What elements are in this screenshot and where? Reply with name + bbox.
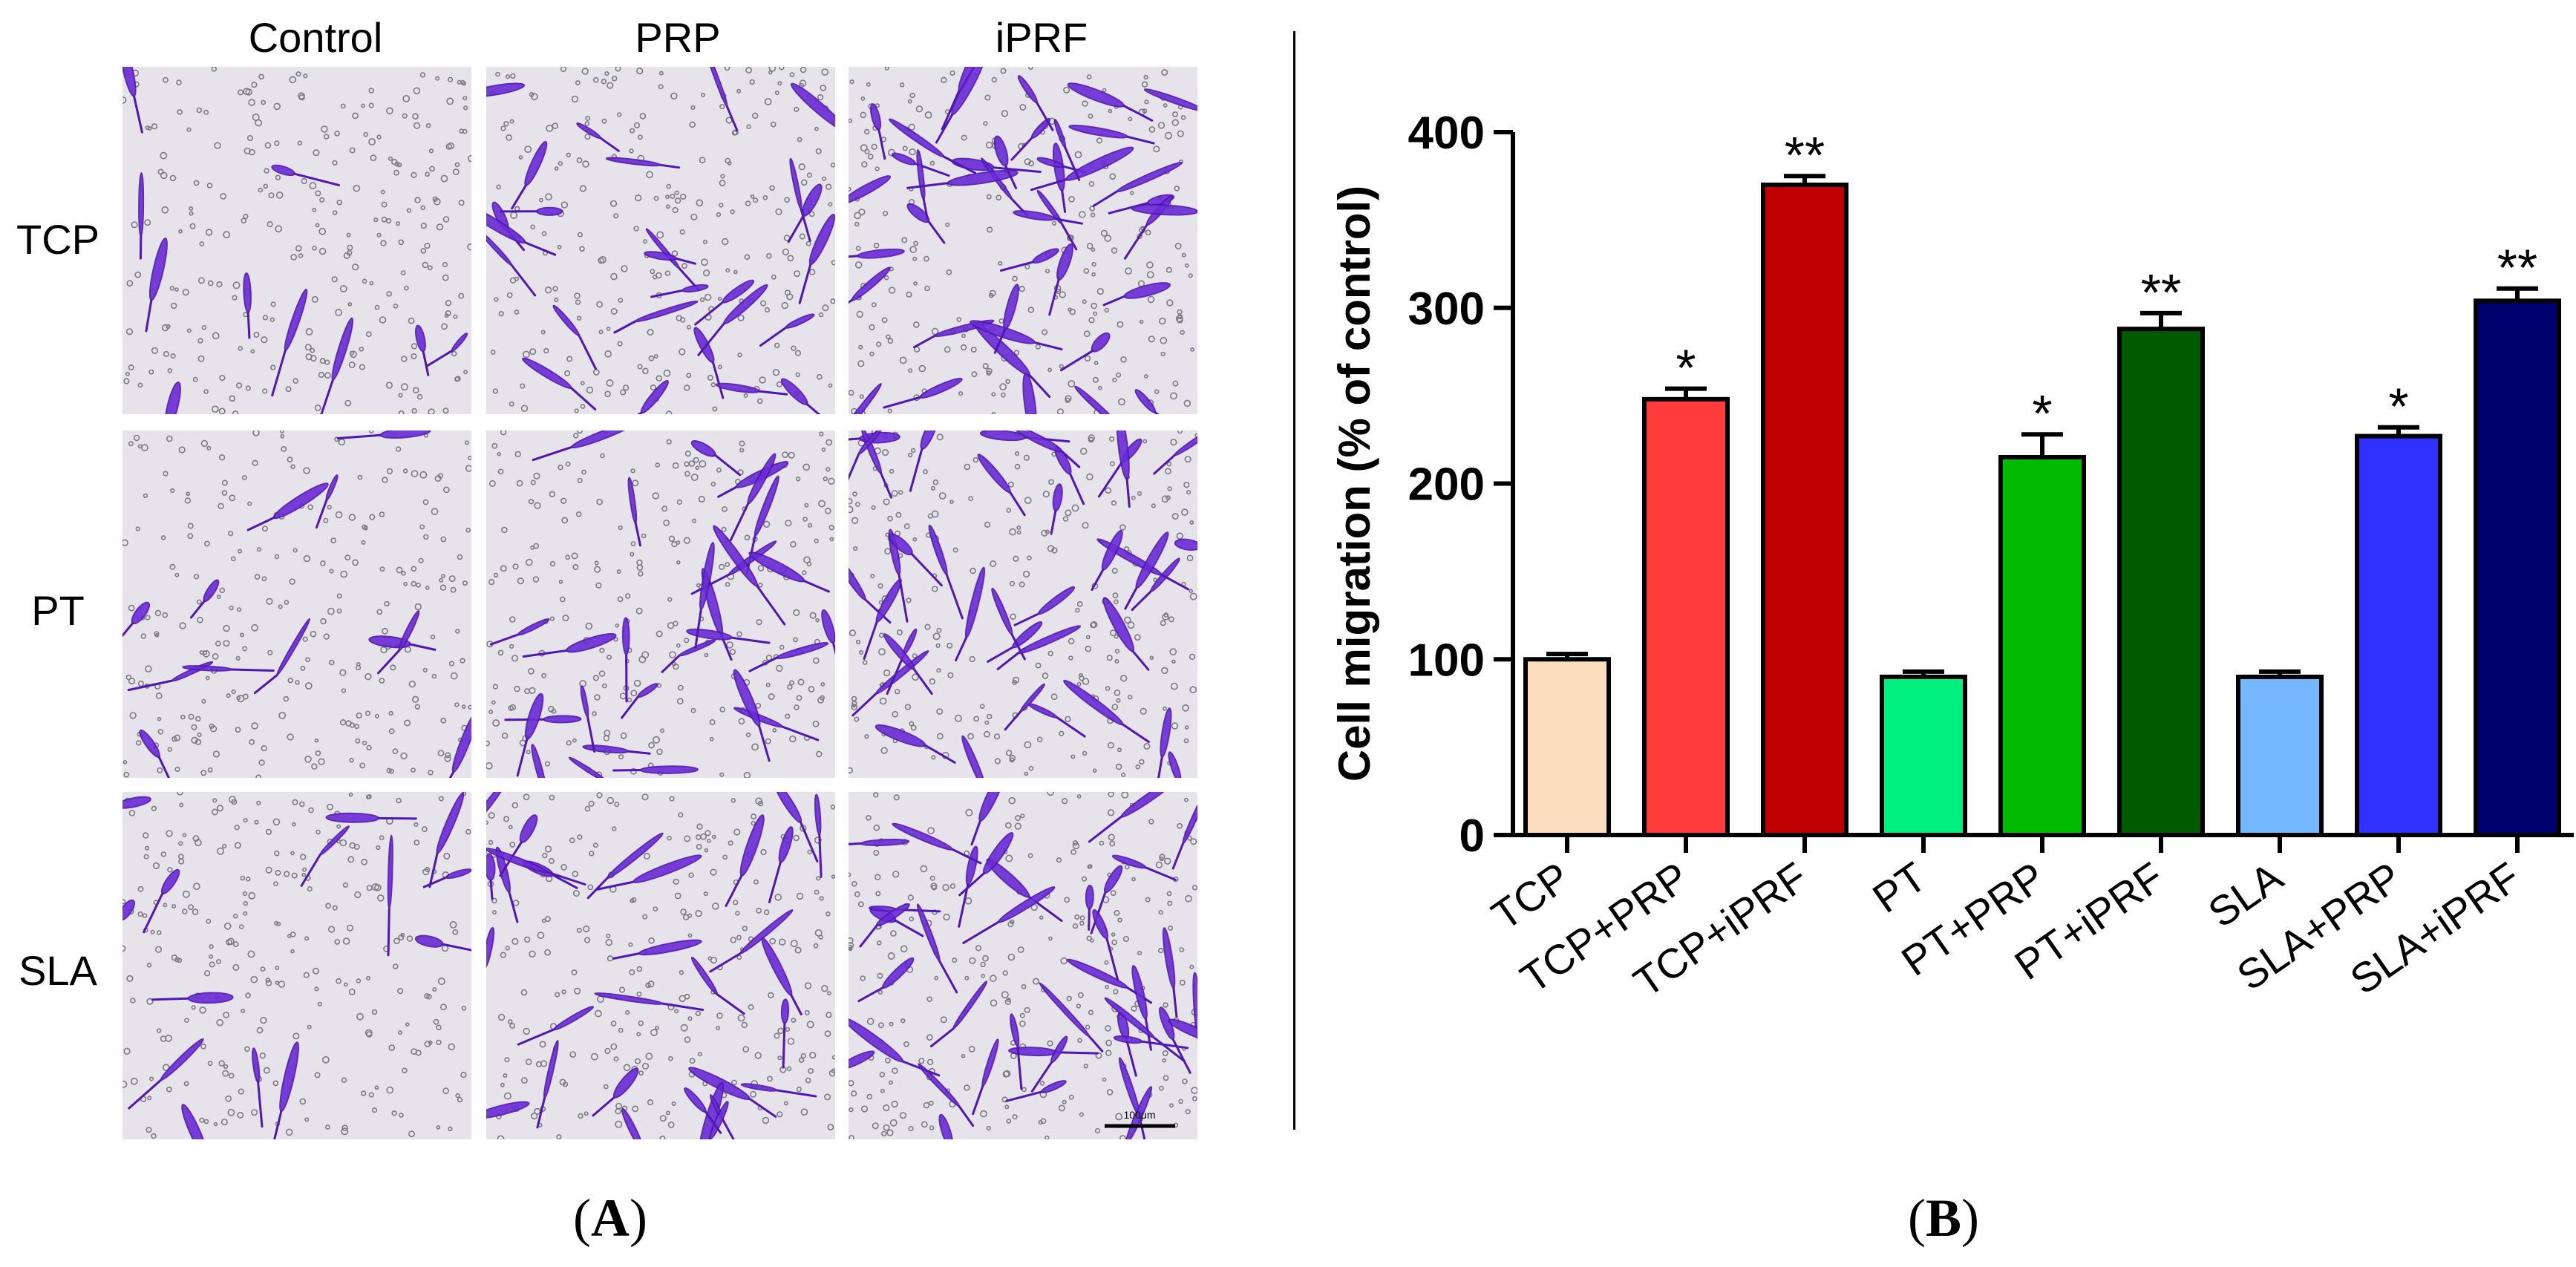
significance-marker: ** [1785,126,1825,184]
y-tick-label: 100 [1408,635,1485,686]
significance-marker: * [2032,384,2052,442]
micrograph-tcp-prp [486,67,835,414]
micrograph-pt-iprf [849,430,1197,778]
y-tick-label: 200 [1408,459,1485,511]
stained-cells [122,430,471,778]
micrograph-sla-prp [486,792,835,1139]
panel-a-label-close: ) [630,1188,647,1248]
micrograph-pt-control [122,430,471,778]
x-tick-label: SLA [2200,853,2291,937]
row-header-tcp: TCP [16,216,99,263]
significance-marker: ** [2497,239,2537,297]
column-header-iprf: iPRF [995,14,1088,61]
significance-marker: * [2388,378,2408,436]
y-tick-label: 400 [1408,108,1485,159]
membrane-pores [849,792,1197,1139]
stained-cells [122,67,468,414]
panel-divider [1293,31,1295,1130]
stained-cells [849,430,1197,778]
micrograph-tcp-iprf [849,67,1197,414]
panel-b-label: (B) [1869,1188,2018,1249]
row-header-sla: SLA [19,947,97,994]
stained-cells [486,67,835,414]
stained-cells [489,430,835,778]
panel-a-label-open: ( [573,1188,591,1248]
panel-a-label-letter: A [591,1188,630,1248]
micrograph-pt-prp [486,430,835,778]
x-tick-label: PT [1864,853,1935,922]
panel-b-label-open: ( [1908,1188,1926,1248]
panel-a-label: (A) [536,1188,684,1249]
bar [1761,183,1848,837]
panel-b-label-letter: B [1925,1188,1962,1248]
micrograph-tcp-control [122,67,471,414]
micrograph-sla-iprf: 100μm [849,792,1197,1139]
membrane-pores [486,792,835,1139]
scale-bar-label: 100μm [1123,1109,1155,1121]
bar [1523,657,1611,837]
bar [2474,298,2561,837]
stained-cells [486,792,823,1139]
stained-cells [849,792,1197,1139]
membrane-pores [849,430,1197,778]
micrograph-sla-control [122,792,471,1139]
bar [1880,674,1967,837]
column-header-control: Control [248,14,383,61]
membrane-pores [486,430,835,778]
y-tick-label: 300 [1408,284,1485,335]
membrane-pores [122,67,471,414]
panel-b-label-close: ) [1961,1188,1979,1248]
stained-cells [849,67,1197,414]
bar [2236,674,2324,837]
significance-marker: * [1676,339,1696,397]
y-tick-label: 0 [1459,811,1485,862]
column-header-prp: PRP [635,14,721,61]
bar [1998,454,2086,837]
bar [2355,433,2442,837]
bar [1642,396,1730,837]
bar [2117,327,2205,838]
x-tick-label: TCP [1483,853,1578,939]
y-axis-label: Cell migration (% of control) [1330,186,1379,782]
row-header-pt: PT [31,587,85,634]
significance-marker: ** [2141,263,2181,321]
membrane-pores [489,67,835,414]
stained-cells [122,792,471,1139]
